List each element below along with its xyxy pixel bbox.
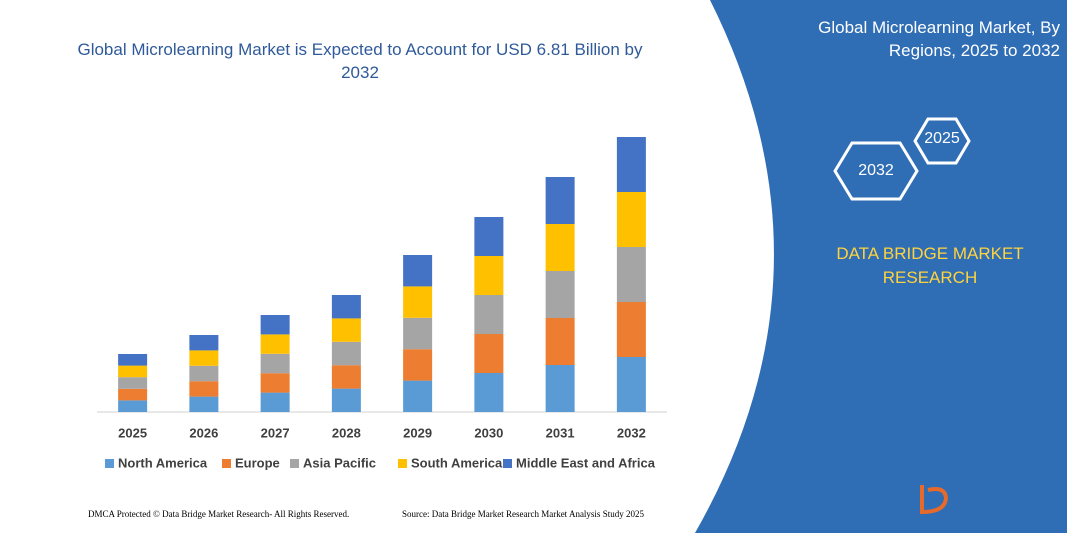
bar-segment bbox=[545, 224, 575, 271]
hexagon bbox=[833, 141, 919, 201]
bar-segment bbox=[545, 365, 575, 412]
bar-segment bbox=[260, 315, 290, 335]
side-panel bbox=[695, 0, 1067, 533]
bar-segment bbox=[403, 286, 433, 318]
legend-label: Middle East and Africa bbox=[516, 455, 656, 470]
panel-title: Global Microlearning Market, By Regions,… bbox=[818, 18, 1060, 60]
bar-segment bbox=[474, 373, 504, 412]
bar-segment bbox=[118, 377, 148, 389]
bar-segment bbox=[474, 334, 504, 373]
x-tick-label: 2026 bbox=[189, 425, 218, 440]
legend-label: Europe bbox=[235, 455, 280, 470]
chart-title: Global Microlearning Market is Expected … bbox=[77, 40, 643, 82]
x-tick-label: 2030 bbox=[474, 425, 503, 440]
bar-segment bbox=[545, 177, 575, 224]
logo-mark bbox=[920, 485, 949, 515]
brand: DATA BRIDGE MARKET RESEARCH bbox=[836, 244, 1024, 287]
bar-segment bbox=[545, 318, 575, 365]
bar-segment bbox=[260, 392, 290, 412]
bar-segment bbox=[474, 256, 504, 295]
bar-segment bbox=[403, 380, 433, 412]
legend-swatch bbox=[503, 459, 512, 468]
legend-label: Asia Pacific bbox=[303, 455, 376, 470]
bar-segment bbox=[260, 334, 290, 354]
footer-left: DMCA Protected © Data Bridge Market Rese… bbox=[88, 509, 349, 519]
bar-segment bbox=[331, 388, 361, 412]
logo-text: DATA BRIDGE bbox=[955, 487, 1027, 499]
x-tick-label: 2031 bbox=[546, 425, 575, 440]
bar-segment bbox=[331, 295, 361, 319]
legend-swatch bbox=[105, 459, 114, 468]
legend-label: South America bbox=[411, 455, 503, 470]
bar-segment bbox=[616, 247, 646, 302]
bar-segment bbox=[403, 317, 433, 350]
bar-segment bbox=[189, 350, 219, 366]
bar-segment bbox=[118, 354, 148, 366]
bar-segment bbox=[403, 349, 433, 381]
bar-segment bbox=[260, 353, 290, 374]
bar-segment bbox=[260, 373, 290, 393]
bar-segment bbox=[331, 341, 361, 366]
bar-segment bbox=[616, 137, 646, 192]
legend-swatch bbox=[290, 459, 299, 468]
bar-segment bbox=[331, 365, 361, 389]
bar-segment bbox=[118, 400, 148, 412]
bar-segment bbox=[189, 396, 219, 412]
x-tick-label: 2029 bbox=[403, 425, 432, 440]
bar-segment bbox=[545, 271, 575, 318]
bar-segment bbox=[403, 255, 433, 287]
bar-segment bbox=[118, 388, 148, 401]
bar-segment bbox=[474, 295, 504, 334]
bar-segment bbox=[189, 335, 219, 351]
hex-label: 2032 bbox=[858, 162, 894, 179]
legend-swatch bbox=[222, 459, 231, 468]
hex-label: 2025 bbox=[924, 130, 960, 147]
legend-label: North America bbox=[118, 455, 208, 470]
bar-segment bbox=[118, 365, 148, 378]
bar-segment bbox=[616, 357, 646, 412]
legend-swatch bbox=[398, 459, 407, 468]
bar-segment bbox=[616, 302, 646, 357]
bar-segment bbox=[331, 318, 361, 342]
bar-segment bbox=[474, 217, 504, 256]
x-tick-label: 2027 bbox=[261, 425, 290, 440]
bar-segment bbox=[616, 192, 646, 247]
hexagon bbox=[913, 117, 971, 165]
bar-segment bbox=[189, 381, 219, 397]
x-tick-label: 2028 bbox=[332, 425, 361, 440]
x-tick-label: 2032 bbox=[617, 425, 646, 440]
x-tick-label: 2025 bbox=[118, 425, 147, 440]
bar-segment bbox=[189, 365, 219, 382]
footer-right: Source: Data Bridge Market Research Mark… bbox=[402, 509, 644, 519]
